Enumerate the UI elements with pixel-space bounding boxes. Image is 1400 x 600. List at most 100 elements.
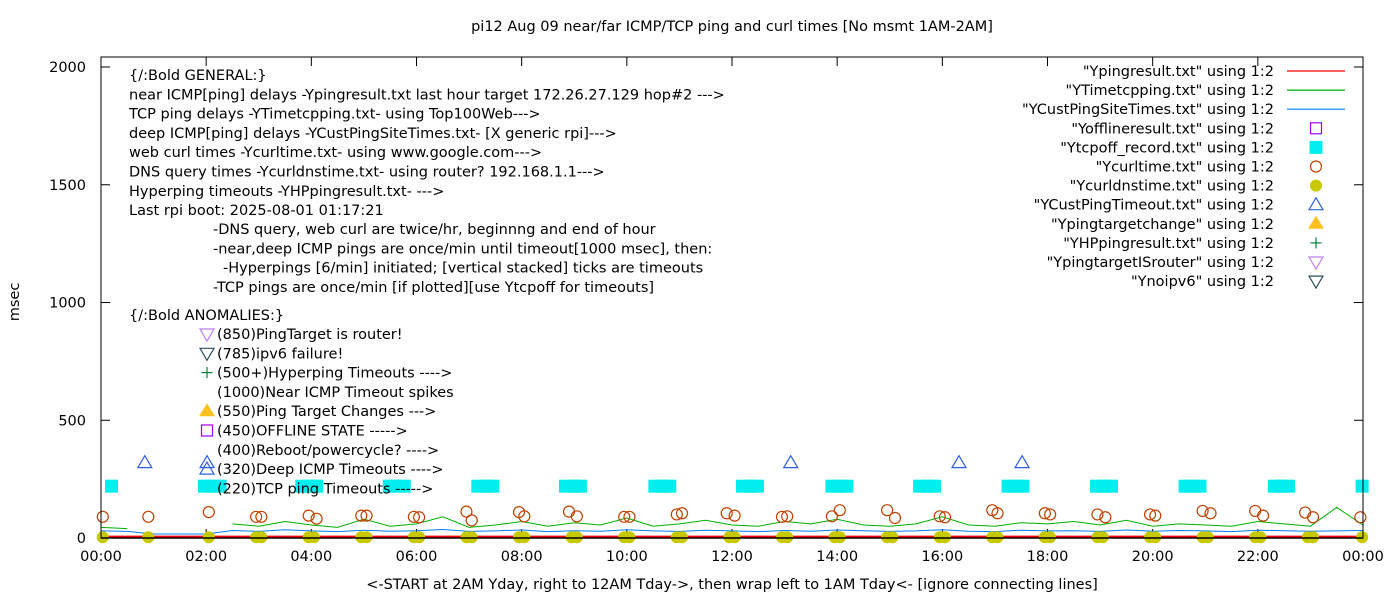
circle-open-icon [518, 510, 531, 523]
general-note: near ICMP[ping] delays -Ypingresult.txt … [129, 87, 725, 103]
circle-open-icon [407, 510, 420, 523]
circle-open-icon [1204, 507, 1217, 520]
curltime-point [460, 505, 473, 518]
timing-note: -Hyperpings [6/min] initiated; [vertical… [223, 261, 703, 277]
x-tick-label: 04:00 [290, 549, 332, 565]
x-tick-label: 00:00 [80, 549, 122, 565]
circle-open-icon [775, 510, 789, 523]
tcpoff-point [1104, 479, 1118, 493]
tcpoff-point [927, 479, 941, 493]
circle-open-icon [1249, 504, 1262, 518]
curltime-point [255, 510, 268, 523]
circle-open-icon [720, 507, 733, 520]
square-filled-icon [105, 479, 119, 493]
circle-open-icon [250, 510, 263, 523]
legend-label: "Ynoipv6" using 1:2 [1131, 274, 1274, 290]
tcpoff-point [486, 479, 500, 493]
legend-sample [1307, 256, 1325, 271]
x-tick-label: 16:00 [921, 549, 963, 565]
triangle-up-icon [782, 454, 799, 469]
curltime-point [465, 514, 478, 527]
custping-timeout-point [136, 454, 153, 469]
tcpoff-point [1193, 479, 1207, 493]
x-tick-label: 14:00 [816, 549, 858, 565]
general-note: Last rpi boot: 2025-08-01 01:17:21 [129, 203, 384, 219]
tcpoff-point [750, 479, 764, 493]
curltime-point [1256, 509, 1270, 522]
circle-open-icon [360, 509, 373, 522]
anomalies-header: {/:Bold ANOMALIES:} [129, 308, 284, 324]
legend-label: "Ypingresult.txt" using 1:2 [1083, 64, 1274, 80]
legend-label: "Ycurldnstime.txt" using 1:2 [1070, 179, 1274, 195]
circle-open-icon [1196, 504, 1209, 518]
curltime-point [518, 510, 531, 523]
square-open-icon [200, 424, 214, 437]
circle-open-icon [310, 512, 323, 525]
general-note: web curl times -Ycurltime.txt- using www… [129, 145, 542, 161]
anomaly-marker-icon [198, 328, 216, 343]
legend-sample [1310, 237, 1322, 249]
curltime-point [360, 509, 373, 522]
circle-open-icon [1354, 511, 1367, 524]
curltime-point [1149, 509, 1162, 522]
y-tick-label: 1500 [49, 178, 86, 194]
curltime-point [1306, 511, 1320, 524]
curltime-point [142, 510, 155, 523]
general-note: {/:Bold GENERAL:} [129, 68, 267, 84]
curltime-point [1299, 506, 1312, 519]
curltime-point [781, 510, 794, 523]
circle-open-icon [570, 510, 583, 523]
legend-label: "Ytcpoff_record.txt" using 1:2 [1060, 140, 1274, 156]
circle-open-icon [202, 505, 215, 519]
x-tick-label: 02:00 [185, 549, 227, 565]
circle-open-icon [355, 509, 368, 522]
curltime-point [202, 505, 215, 519]
y-tick-label: 2000 [49, 60, 86, 76]
series-line-2 [100, 528, 1364, 535]
square-filled-icon [573, 479, 587, 493]
anomaly-note: (1000)Near ICMP Timeout spikes [217, 385, 454, 401]
tcpoff-point [105, 479, 119, 493]
circle-open-icon [623, 510, 636, 523]
square-filled-icon [663, 479, 677, 493]
curltime-point [888, 511, 902, 525]
tcpoff-point [213, 479, 227, 493]
curltime-point [1038, 507, 1051, 520]
curltime-point [938, 511, 952, 524]
circle-open-icon [1099, 511, 1112, 524]
legend: "Ypingresult.txt" using 1:2 "YTimetcpping… [1022, 64, 1345, 290]
circle-open-icon [1299, 506, 1312, 519]
anomaly-marker-icon [199, 403, 215, 417]
circle-open-icon [618, 510, 631, 523]
x-tick-label: 06:00 [396, 549, 438, 565]
y-tick-label: 0 [77, 531, 86, 547]
timing-note: -near,deep ICMP pings are once/min until… [213, 241, 712, 257]
circle-open-icon [833, 504, 846, 517]
tcpoff-point [310, 479, 324, 493]
circle-open-icon [781, 510, 794, 523]
triangle-up-icon [950, 454, 968, 469]
chart-title: pi12 Aug 09 near/far ICMP/TCP ping and c… [471, 19, 993, 35]
tcpoff-point [1355, 479, 1369, 493]
circle-open-icon [255, 510, 268, 523]
curltime-point [1354, 511, 1367, 524]
triangle-up-icon [136, 454, 153, 469]
legend-sample [1309, 140, 1323, 154]
curltime-point [407, 510, 420, 523]
curltime-point [675, 507, 689, 520]
legend-sample [1307, 275, 1325, 290]
custping-timeout-point [1014, 454, 1031, 469]
general-note: deep ICMP[ping] delays -YCustPingSiteTim… [129, 126, 617, 142]
curltime-point [933, 510, 946, 523]
curltime-point [562, 505, 576, 518]
curltime-point [991, 507, 1004, 520]
timing-note: -TCP pings are once/min [if plotted][use… [213, 280, 654, 296]
legend-label: "YHPpingresult.txt" using 1:2 [1063, 236, 1274, 252]
square-filled-icon [927, 479, 941, 493]
custping-timeout-point [782, 454, 799, 469]
curltime-point [1099, 511, 1112, 524]
legend-label: "Ycurltime.txt" using 1:2 [1096, 160, 1274, 176]
anomaly-marker-icon [200, 424, 214, 437]
curltime-point [355, 509, 368, 522]
